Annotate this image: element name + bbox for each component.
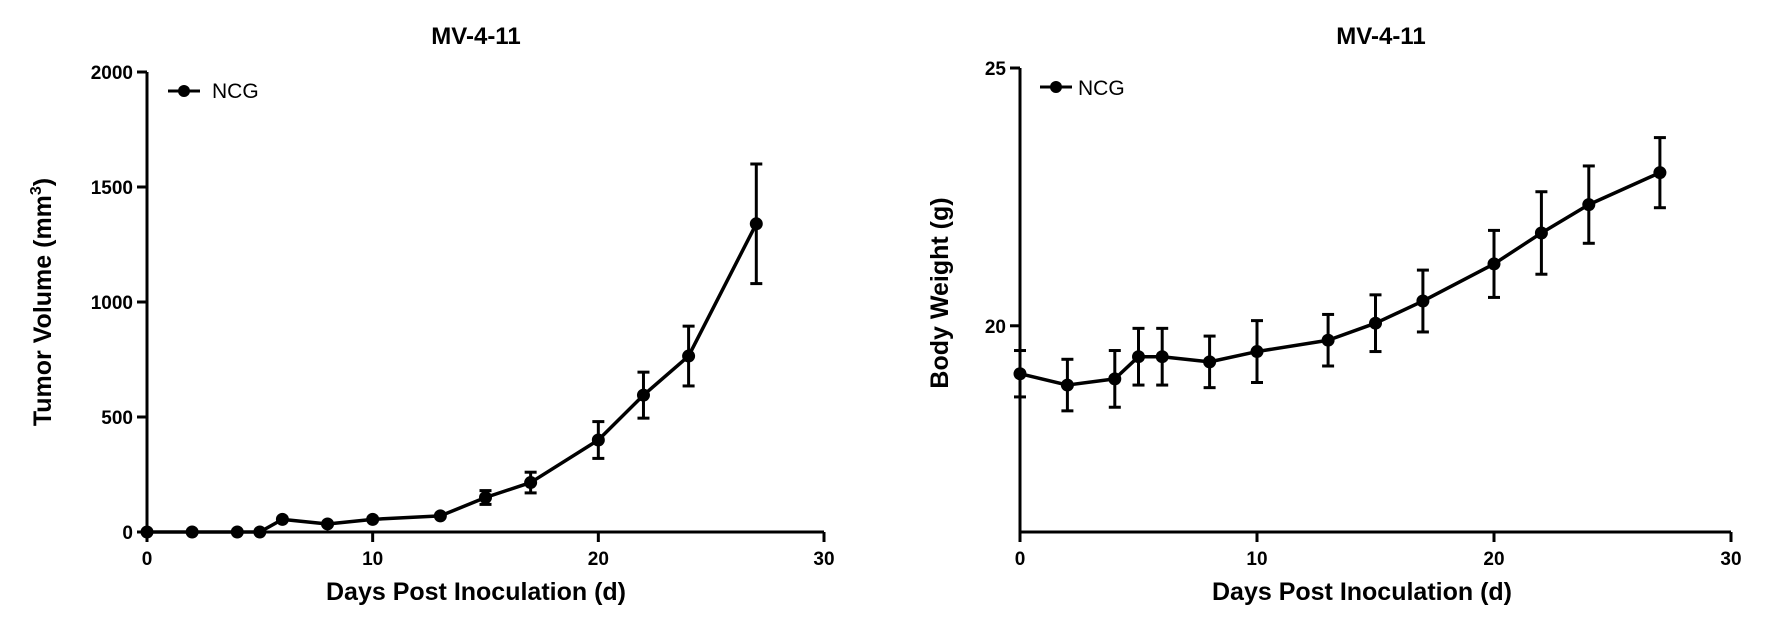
x-tick-label: 0 [1015,549,1026,570]
data-point [1250,345,1264,359]
data-point [253,525,267,539]
data-point [1416,294,1430,308]
chart-title: MV-4-11 [1336,23,1425,50]
data-point [749,217,763,231]
x-tick-label: 30 [813,549,834,570]
chart-title: MV-4-11 [431,23,520,50]
data-point [479,491,492,504]
data-point [1060,378,1074,392]
data-point [1155,350,1169,364]
data-point [433,509,447,523]
data-point [1132,350,1145,364]
x-axis-label: Days Post Inoculation (d) [326,578,626,606]
data-point [275,512,289,526]
plot-area-tumor-volume: 0 10 20 30 0 500 1000 1500 2000 [91,63,835,570]
data-point [1534,226,1548,240]
y-axis-label-superscript: 3 [28,186,45,195]
legend-marker [178,85,190,97]
y-axis-label: Body Weight (g) [926,197,954,388]
x-tick-label: 10 [362,549,383,570]
data-point [366,512,380,526]
data-point [1369,316,1382,330]
data-point [1013,367,1027,381]
data-point [682,349,696,363]
data-point [1321,333,1335,347]
y-tick-label: 0 [122,523,133,544]
data-point [1653,166,1667,180]
data-point [185,525,199,539]
x-axis-label: Days Post Inoculation (d) [1212,578,1512,606]
data-point [140,525,154,539]
body-weight-chart: MV-4-11 Days Post Inoculation (d) Body W… [926,23,1512,606]
data-point [636,388,650,402]
y-tick-label: 20 [985,317,1006,338]
data-point [321,517,335,531]
x-tick-label: 20 [588,549,609,570]
y-axis-label-main: Tumor Volume (mm [29,195,57,426]
plot-area-body-weight: 0 10 20 30 20 25 [985,59,1742,570]
y-tick-label: 1000 [91,293,133,314]
y-tick-label: 25 [985,59,1007,80]
x-tick-label: 30 [1720,549,1741,570]
y-axis-label-end: ) [29,178,57,186]
y-tick-label: 2000 [91,63,133,84]
data-point [230,525,244,539]
legend-marker [1050,81,1062,93]
data-point [524,476,538,490]
x-tick-label: 0 [142,549,153,570]
data-point [1487,257,1501,271]
y-tick-label: 1500 [91,178,133,199]
legend-label: NCG [212,80,259,103]
data-point [1203,355,1217,369]
legend-label: NCG [1078,77,1125,100]
data-point [1108,372,1122,386]
x-tick-label: 10 [1246,549,1267,570]
series-line [147,223,758,534]
x-tick-label: 20 [1483,549,1504,570]
y-tick-label: 500 [101,408,133,429]
tumor-volume-chart: MV-4-11 Days Post Inoculation (d) Tumor … [28,23,626,606]
data-point [591,433,605,447]
data-point [1582,198,1596,212]
y-axis-label: Tumor Volume (mm3) [28,178,57,426]
